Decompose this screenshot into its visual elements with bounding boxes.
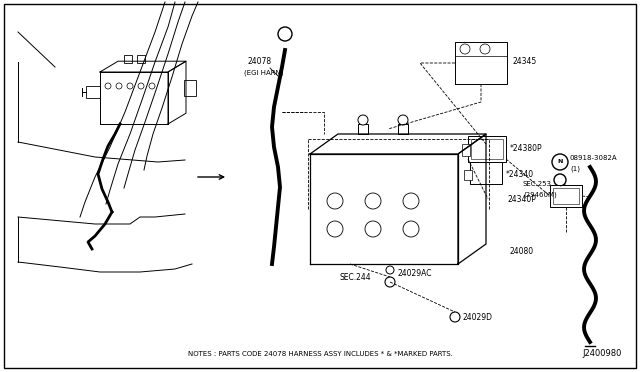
Circle shape [480, 44, 490, 54]
Circle shape [552, 154, 568, 170]
Circle shape [278, 27, 292, 41]
Text: *24340: *24340 [506, 170, 534, 179]
Bar [471, 139, 503, 159]
Text: (29460M): (29460M) [523, 191, 557, 198]
Text: N: N [557, 158, 563, 164]
Bar [470, 162, 502, 184]
Circle shape [403, 193, 419, 209]
Bar [184, 80, 196, 96]
Circle shape [358, 115, 368, 125]
Text: *24380P: *24380P [510, 144, 543, 153]
Text: SEC.253: SEC.253 [523, 181, 552, 187]
Circle shape [327, 193, 343, 209]
Circle shape [385, 277, 395, 287]
Bar [86, 86, 100, 98]
Bar [398, 124, 408, 134]
Circle shape [460, 44, 470, 54]
Bar [550, 185, 582, 207]
Circle shape [403, 221, 419, 237]
Text: NOTES : PARTS CODE 24078 HARNESS ASSY INCLUDES * & *MARKED PARTS.: NOTES : PARTS CODE 24078 HARNESS ASSY IN… [188, 351, 452, 357]
Circle shape [554, 174, 566, 186]
Bar [124, 55, 132, 63]
Text: 24345: 24345 [513, 57, 537, 65]
Circle shape [138, 83, 144, 89]
Text: 24080: 24080 [510, 247, 534, 256]
Circle shape [365, 193, 381, 209]
Circle shape [386, 266, 394, 274]
Text: (1): (1) [570, 165, 580, 171]
Text: (EGI HARN): (EGI HARN) [244, 69, 284, 76]
Bar [137, 55, 145, 63]
Circle shape [365, 221, 381, 237]
Bar [553, 188, 579, 204]
Bar [462, 144, 470, 156]
Text: J2400980: J2400980 [582, 350, 622, 359]
Text: 24029D: 24029D [463, 312, 493, 321]
Circle shape [149, 83, 155, 89]
Text: 24078: 24078 [248, 57, 272, 66]
Circle shape [105, 83, 111, 89]
Text: 08918-3082A: 08918-3082A [570, 155, 618, 161]
Bar [464, 170, 472, 180]
Circle shape [398, 115, 408, 125]
Bar [468, 136, 506, 162]
Bar [358, 124, 368, 134]
Circle shape [327, 221, 343, 237]
Circle shape [127, 83, 133, 89]
Text: SEC.244: SEC.244 [340, 273, 372, 282]
Circle shape [116, 83, 122, 89]
Circle shape [450, 312, 460, 322]
Text: 24029AC: 24029AC [398, 269, 433, 279]
Text: 24340P: 24340P [508, 195, 537, 203]
